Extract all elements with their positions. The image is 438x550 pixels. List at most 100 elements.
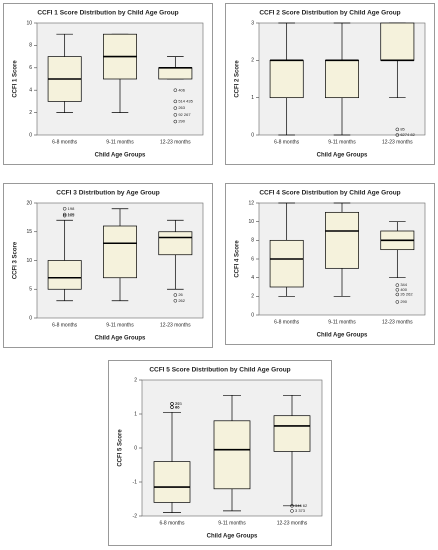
x-tick-label: 9-11 months (218, 520, 246, 526)
y-tick-label: 15 (26, 229, 32, 235)
outlier (173, 113, 178, 117)
outlier (62, 207, 67, 211)
x-tick-label: 9-11 months (106, 322, 134, 328)
outlier-label: 263 (178, 105, 185, 110)
outlier (62, 212, 67, 217)
x-axis-label: Child Age Groups (207, 534, 258, 540)
outlier-label: 514 435 (178, 98, 193, 103)
y-tick-label: 0 (29, 132, 32, 138)
box (269, 239, 304, 288)
outlier-label: 198 (68, 206, 75, 211)
box (380, 22, 415, 61)
chart: CCFI 1 Score Distribution by Child Age G… (3, 3, 213, 165)
chart-title: CCFI 1 Score Distribution by Child Age G… (37, 10, 178, 17)
x-tick-label: 12-23 months (160, 322, 191, 328)
outlier-label: 344 (400, 282, 407, 287)
chart-title: CCFI 3 Distribution by Age Group (56, 190, 159, 197)
y-tick-label: -2 (133, 513, 138, 519)
x-tick-label: 12-23 months (382, 319, 413, 325)
y-axis-label: CCFI 3 Score (13, 241, 19, 279)
y-tick-label: 1 (251, 95, 254, 101)
outlier (395, 127, 400, 132)
outlier (173, 299, 178, 303)
outlier-label: 290 (178, 119, 185, 124)
outlier (395, 283, 400, 287)
chart-title: CCFI 2 Score Distribution by Child Age G… (259, 10, 400, 17)
y-axis-label: CCFI 4 Score (235, 240, 241, 278)
outlier-label: 262 (178, 298, 185, 303)
y-tick-label: -1 (133, 479, 138, 485)
y-tick-label: 8 (29, 43, 32, 49)
x-tick-label: 12-23 months (382, 139, 413, 145)
y-tick-label: 0 (29, 315, 32, 321)
outlier-label: 6274 82 (400, 132, 415, 137)
outlier (395, 133, 400, 137)
outlier-label: 46 (175, 404, 180, 409)
outlier-label: 406 (178, 87, 185, 92)
outlier-label: 120 (68, 212, 75, 217)
outlier (170, 402, 174, 406)
y-tick-label: 12 (248, 200, 254, 206)
y-tick-label: 10 (248, 219, 254, 225)
chart-title: CCFI 4 Score Distribution by Child Age G… (259, 190, 400, 197)
x-axis-label: Child Age Groups (95, 153, 146, 159)
y-tick-label: 0 (134, 445, 137, 451)
y-tick-label: 4 (251, 275, 254, 281)
box (158, 67, 193, 80)
y-tick-label: 3 (251, 20, 254, 26)
y-axis-label: CCFI 1 Score (13, 60, 19, 98)
y-tick-label: 1 (134, 411, 137, 417)
x-axis-label: Child Age Groups (317, 153, 368, 159)
outlier-label: 203 (175, 401, 182, 406)
outlier (173, 106, 178, 110)
outlier (173, 119, 178, 124)
box (47, 260, 82, 290)
outlier (173, 99, 178, 104)
box (158, 231, 193, 256)
outlier-label: 346 62 (295, 503, 308, 508)
outlier (290, 504, 294, 508)
box (325, 211, 359, 269)
y-tick-label: 2 (29, 110, 32, 116)
x-axis-label: Child Age Groups (95, 336, 146, 342)
x-axis-label: Child Age Groups (317, 333, 368, 339)
box (213, 420, 251, 490)
chart: CCFI 5 Score Distribution by Child Age G… (108, 360, 332, 546)
x-tick-label: 12-23 months (277, 520, 308, 526)
y-tick-label: 8 (251, 238, 254, 244)
outlier (170, 405, 174, 409)
chart-title: CCFI 5 Score Distribution by Child Age G… (149, 367, 290, 374)
y-tick-label: 10 (26, 258, 32, 264)
x-tick-label: 12-23 months (160, 139, 191, 145)
outlier (173, 88, 178, 92)
outlier (290, 509, 294, 513)
chart: CCFI 4 Score Distribution by Child Age G… (225, 183, 435, 345)
outlier-label: 92 267 (178, 112, 191, 117)
x-tick-label: 6-8 months (274, 139, 300, 145)
y-tick-label: 0 (251, 132, 254, 138)
outlier-label: 26 262 (400, 292, 413, 297)
outlier-label: 3 373 (295, 508, 306, 513)
y-tick-label: 0 (251, 312, 254, 318)
box (153, 461, 191, 503)
outlier (395, 300, 400, 304)
outlier-label: 205 (68, 213, 75, 218)
box (325, 59, 359, 99)
y-axis-label: CCFI 5 Score (118, 429, 124, 467)
x-tick-label: 6-8 months (52, 139, 78, 145)
y-tick-label: 20 (26, 200, 32, 206)
outlier-label: 66 (175, 404, 180, 409)
chart: CCFI 3 Distribution by Age Group Child Ag… (3, 183, 213, 348)
x-tick-label: 6-8 months (274, 319, 300, 325)
box (273, 415, 311, 452)
outlier-label: 290 (400, 299, 407, 304)
y-tick-label: 5 (29, 287, 32, 293)
box (269, 59, 304, 99)
box (103, 225, 137, 279)
y-axis-label: CCFI 2 Score (235, 60, 241, 98)
y-tick-label: 2 (251, 294, 254, 300)
y-tick-label: 4 (29, 88, 32, 94)
y-tick-label: 2 (251, 58, 254, 64)
outlier (62, 213, 67, 218)
